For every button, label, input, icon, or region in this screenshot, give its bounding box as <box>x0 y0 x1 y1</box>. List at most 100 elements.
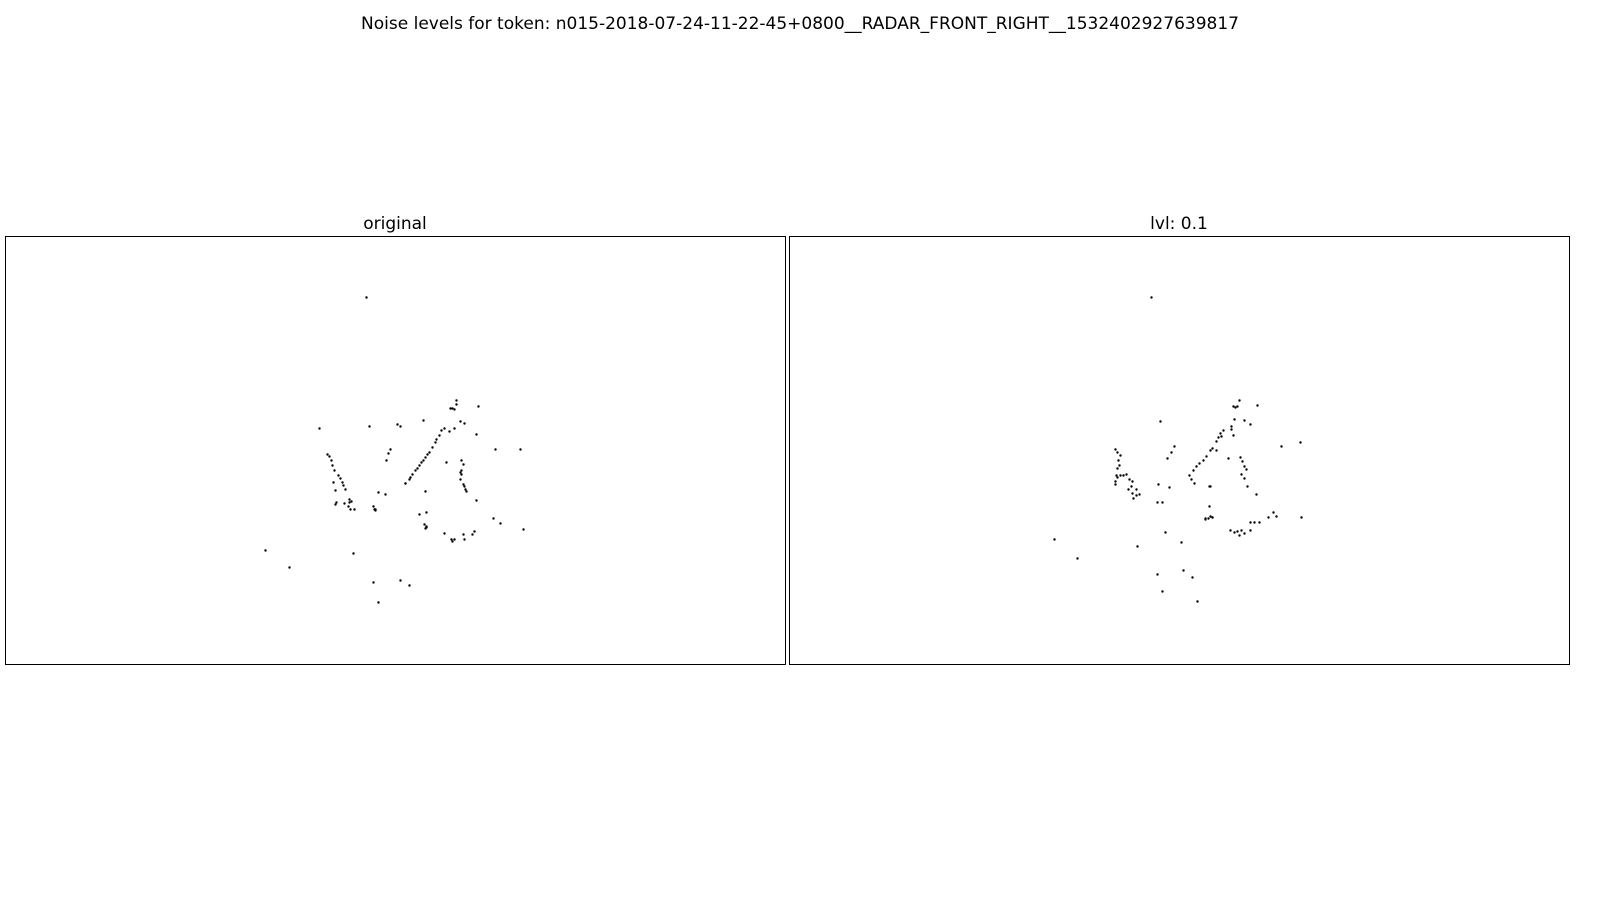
scatter-point <box>332 481 335 484</box>
scatter-point <box>1116 451 1119 454</box>
scatter-panel-lvl <box>789 236 1570 665</box>
scatter-point <box>477 405 480 408</box>
scatter-point <box>519 448 522 451</box>
scatter-point <box>288 566 291 569</box>
scatter-point <box>1130 485 1133 488</box>
scatter-point <box>1240 529 1243 532</box>
scatter-point <box>1236 530 1239 533</box>
scatter-point <box>1240 473 1243 476</box>
scatter-point <box>411 473 414 476</box>
figure-title: Noise levels for token: n015-2018-07-24-… <box>361 14 1239 34</box>
scatter-point <box>1230 425 1233 428</box>
plot-frame-original <box>5 236 786 665</box>
scatter-point <box>1243 419 1246 422</box>
scatter-point <box>1209 485 1212 488</box>
scatter-point <box>1159 420 1162 423</box>
scatter-point <box>471 533 474 536</box>
scatter-point <box>365 296 368 299</box>
scatter-point <box>1138 493 1141 496</box>
scatter-point <box>1193 482 1196 485</box>
scatter-point <box>434 441 437 444</box>
scatter-point <box>1122 474 1125 477</box>
scatter-point <box>463 538 466 541</box>
scatter-point <box>1215 449 1218 452</box>
scatter-point <box>453 538 456 541</box>
scatter-point <box>385 459 388 462</box>
scatter-point <box>1114 483 1117 486</box>
scatter-point <box>399 579 402 582</box>
scatter-point <box>389 448 392 451</box>
scatter-point <box>1233 531 1236 534</box>
scatter-point <box>1249 529 1252 532</box>
scatter-point <box>1116 467 1119 470</box>
scatter-point <box>350 500 353 503</box>
scatter-point <box>1168 486 1171 489</box>
scatter-point <box>422 459 425 462</box>
scatter-point <box>1131 480 1134 483</box>
scatter-point <box>348 498 351 501</box>
scatter-point <box>1170 451 1173 454</box>
scatter-point <box>1114 480 1117 483</box>
scatter-point <box>1243 477 1246 480</box>
scatter-point <box>1272 511 1275 514</box>
scatter-point <box>384 493 387 496</box>
scatter-point <box>1053 538 1056 541</box>
scatter-point <box>399 425 402 428</box>
scatter-point <box>1236 405 1239 408</box>
scatter-point <box>1198 462 1201 465</box>
scatter-point <box>1220 435 1223 438</box>
scatter-point <box>335 501 338 504</box>
scatter-point <box>353 508 356 511</box>
scatter-point <box>339 477 342 480</box>
scatter-panel-original <box>5 236 786 665</box>
scatter-point <box>1211 516 1214 519</box>
scatter-point <box>348 501 351 504</box>
scatter-point <box>473 530 476 533</box>
scatter-point <box>1238 399 1241 402</box>
scatter-point <box>408 478 411 481</box>
scatter-point <box>459 471 462 474</box>
scatter-point <box>347 505 350 508</box>
scatter-point <box>1190 478 1193 481</box>
scatter-point <box>462 463 465 466</box>
plot-frame-lvl <box>789 236 1570 665</box>
scatter-point <box>1125 473 1128 476</box>
scatter-point <box>1207 517 1210 520</box>
scatter-point <box>428 451 431 454</box>
scatter-point <box>451 540 454 543</box>
scatter-point <box>1119 454 1122 457</box>
scatter-point <box>1256 404 1259 407</box>
scatter-point <box>416 467 419 470</box>
scatter-point <box>337 474 340 477</box>
scatter-point <box>1227 457 1230 460</box>
scatter-point <box>1150 296 1153 299</box>
scatter-point <box>387 452 390 455</box>
scatter-point <box>1115 474 1118 477</box>
scatter-point <box>1275 515 1278 518</box>
scatter-point <box>425 511 428 514</box>
scatter-point <box>459 420 462 423</box>
scatter-point <box>1241 460 1244 463</box>
scatter-point <box>334 503 337 506</box>
scatter-point <box>409 476 412 479</box>
scatter-point <box>1127 488 1130 491</box>
panel-title-lvl: lvl: 0.1 <box>1150 214 1208 234</box>
scatter-point <box>418 513 421 516</box>
scatter-point <box>1195 465 1198 468</box>
scatter-point <box>1156 573 1159 576</box>
scatter-point <box>420 461 423 464</box>
scatter-point <box>1196 600 1199 603</box>
scatter-point <box>377 491 380 494</box>
scatter-point <box>1229 529 1232 532</box>
scatter-point <box>1243 465 1246 468</box>
scatter-point <box>462 533 465 536</box>
scatter-point <box>1117 459 1120 462</box>
scatter-point <box>1280 445 1283 448</box>
scatter-point <box>1164 531 1167 534</box>
scatter-point <box>460 473 463 476</box>
scatter-point <box>1209 515 1212 518</box>
scatter-point <box>449 407 452 410</box>
scatter-point <box>331 464 334 467</box>
scatter-point <box>368 425 371 428</box>
